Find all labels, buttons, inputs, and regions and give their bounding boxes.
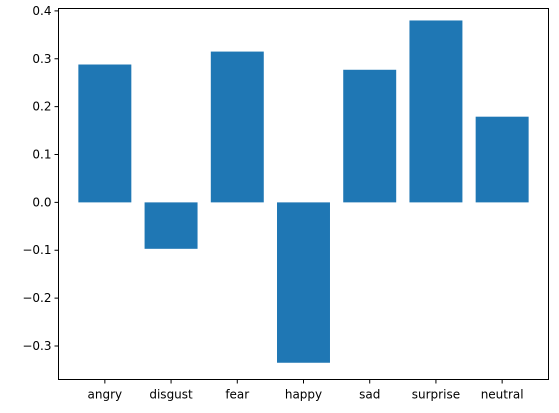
x-tick-label-sad: sad [359, 388, 380, 402]
bar-sad [343, 69, 397, 203]
y-tick-label-6: −0.2 [22, 291, 51, 305]
x-tick-label-surprise: surprise [412, 388, 460, 402]
bar-disgust [144, 202, 198, 249]
bars-group [78, 20, 529, 363]
bar-fear [210, 51, 264, 203]
x-tick-label-neutral: neutral [481, 388, 524, 402]
x-tick-label-fear: fear [225, 388, 249, 402]
plot-frame [58, 8, 549, 380]
y-tick-label-0: 0.4 [32, 4, 51, 18]
x-axis: angry disgust fear happy sad surprise neutral [88, 379, 524, 402]
bar-happy [277, 202, 330, 363]
x-tick-label-angry: angry [88, 388, 123, 402]
x-tick-label-disgust: disgust [149, 388, 193, 402]
y-axis: 0.4 0.3 0.2 0.1 0.0 −0.1 −0.2 −0.3 [22, 4, 59, 353]
y-tick-label-7: −0.3 [22, 339, 51, 353]
y-tick-label-1: 0.3 [32, 52, 51, 66]
x-tick-label-happy: happy [285, 388, 322, 402]
y-tick-label-5: −0.1 [22, 243, 51, 257]
bar-angry [78, 64, 132, 203]
y-tick-label-2: 0.2 [32, 100, 51, 114]
y-tick-label-4: 0.0 [32, 195, 51, 209]
bar-neutral [475, 116, 529, 203]
y-tick-label-3: 0.1 [32, 148, 51, 162]
bar-surprise [409, 20, 463, 203]
